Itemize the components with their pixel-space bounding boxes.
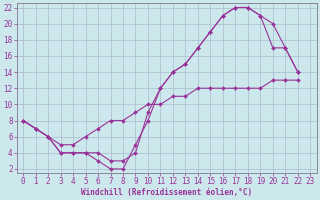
X-axis label: Windchill (Refroidissement éolien,°C): Windchill (Refroidissement éolien,°C)	[81, 188, 252, 197]
